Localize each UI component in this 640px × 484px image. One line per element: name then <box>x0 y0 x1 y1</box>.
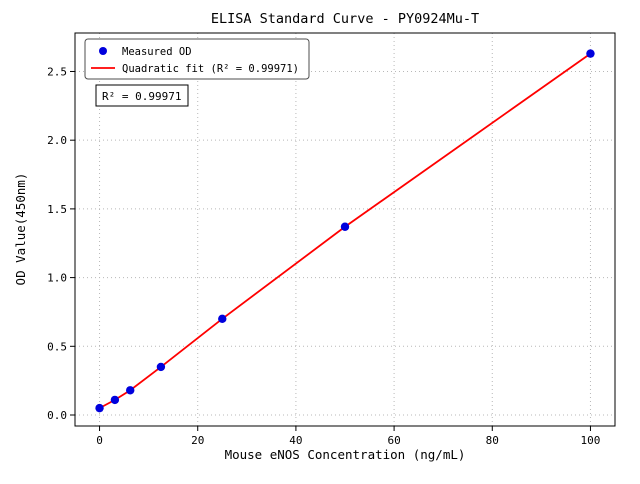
legend-box <box>84 38 310 80</box>
y-tick-label: 2.5 <box>47 65 67 78</box>
plot-border <box>74 32 616 427</box>
x-tick-label: 40 <box>289 434 302 447</box>
x-tick-label: 80 <box>486 434 499 447</box>
data-point <box>218 314 227 324</box>
data-point <box>156 362 166 372</box>
legend: Measured OD Quadratic fit (R² = 0.99971) <box>84 38 310 80</box>
grid-lines <box>75 33 615 426</box>
annotation-box <box>95 84 189 107</box>
legend-label-quadratic-fit: Quadratic fit (R² = 0.99971) <box>122 63 299 75</box>
legend-marker-measured-od <box>99 47 107 55</box>
annotation-text: R² = 0.99971 <box>102 90 181 103</box>
y-axis-label: OD Value(450nm) <box>13 173 28 286</box>
y-tick-label: 0.5 <box>47 340 67 353</box>
legend-label-measured-od: Measured OD <box>122 46 192 58</box>
x-tick-label: 100 <box>581 434 601 447</box>
y-tick-label: 2.0 <box>47 134 67 147</box>
x-tick-label: 60 <box>387 434 400 447</box>
axes: 0 20 40 60 80 100 0.0 0.5 1.0 1.5 2.0 2.5 <box>47 32 616 447</box>
x-axis-label: Mouse eNOS Concentration (ng/mL) <box>225 447 466 462</box>
r-squared-annotation: R² = 0.99971 <box>95 84 189 107</box>
data-point <box>110 395 120 405</box>
data-point <box>126 386 135 395</box>
data-point <box>95 403 104 413</box>
y-tick-label: 1.0 <box>47 272 67 285</box>
data-point <box>340 222 350 231</box>
data-series <box>95 49 595 413</box>
y-tick-label: 0.0 <box>47 409 67 422</box>
data-point <box>586 49 595 58</box>
x-tick-label: 0 <box>96 434 103 447</box>
x-tick-label: 20 <box>191 434 204 447</box>
y-tick-label: 1.5 <box>47 203 67 216</box>
chart-title: ELISA Standard Curve - PY0924Mu-T <box>211 11 479 27</box>
